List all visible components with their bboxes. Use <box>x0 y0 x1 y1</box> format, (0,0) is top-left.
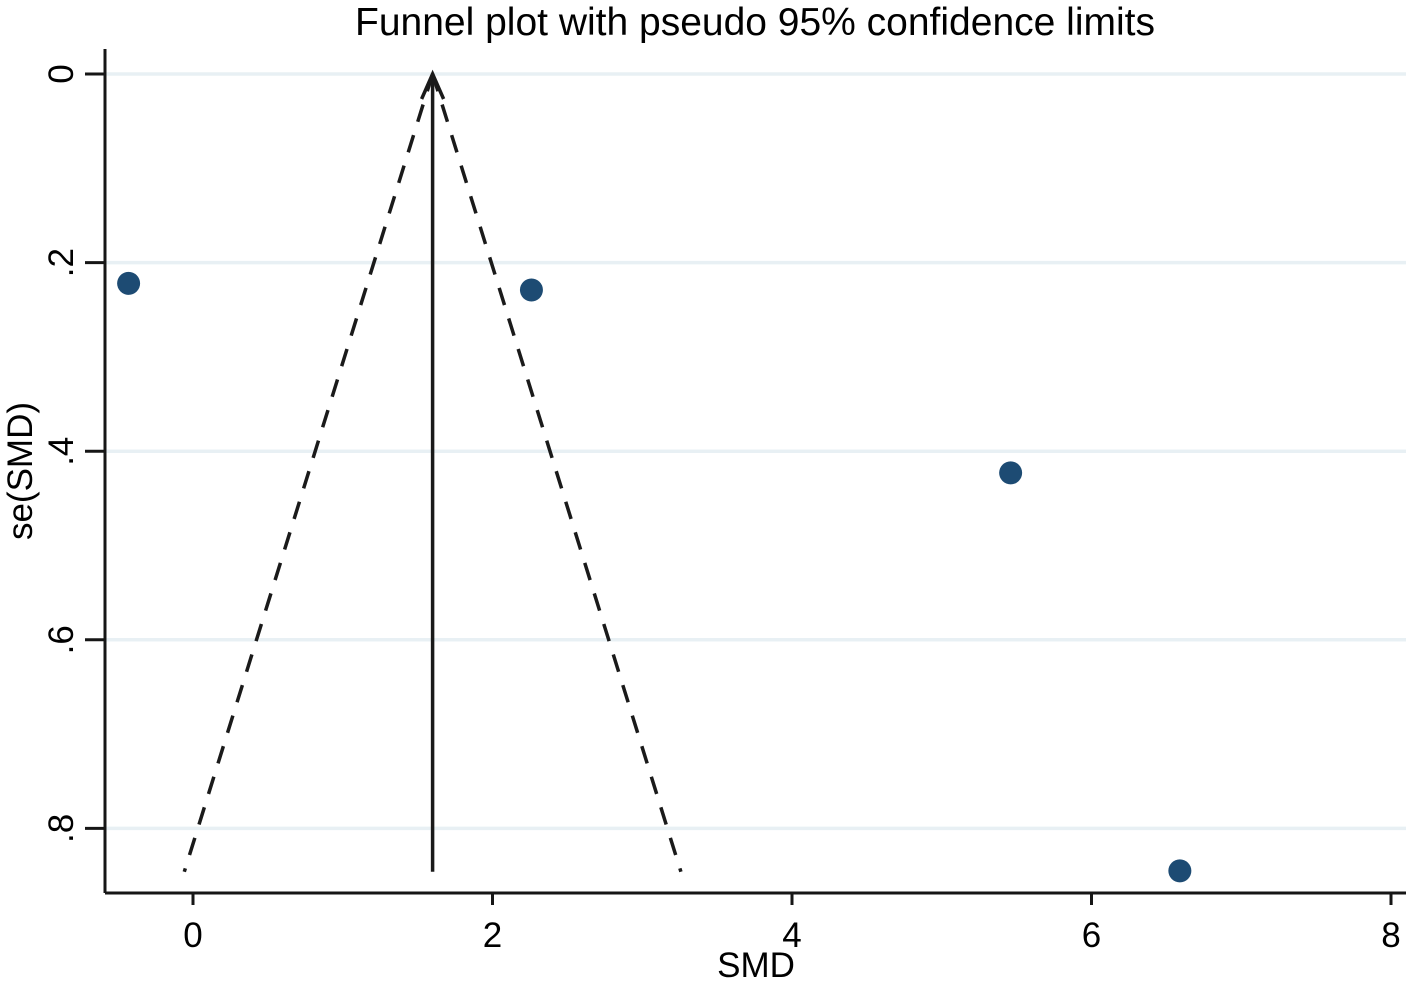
data-point <box>117 271 141 295</box>
y-axis-tick-label: .8 <box>42 814 81 843</box>
funnel-lower-ci-line <box>182 73 435 873</box>
x-axis-title: SMD <box>717 946 795 985</box>
data-point <box>999 461 1023 485</box>
x-axis-tick-label: 4 <box>782 916 801 955</box>
x-axis-tick-label: 8 <box>1381 916 1400 955</box>
y-axis-title-text: se(SMD) <box>1 401 40 541</box>
y-axis-tick-label: .6 <box>42 625 81 654</box>
funnel-upper-ci-line <box>430 73 683 873</box>
x-axis-tick-label: 0 <box>183 916 202 955</box>
arrow-up-icon <box>419 69 446 100</box>
data-point <box>1168 859 1192 883</box>
x-axis-tick-label: 6 <box>1082 916 1101 955</box>
chart-title: Funnel plot with pseudo 95% confidence l… <box>355 1 1155 44</box>
y-axis-tick-label: .4 <box>42 437 81 466</box>
x-axis-tick-label: 2 <box>483 916 502 955</box>
data-point <box>519 278 543 302</box>
y-axis-tick-label: .2 <box>42 248 81 277</box>
y-axis-tick-label: 0 <box>42 64 81 83</box>
